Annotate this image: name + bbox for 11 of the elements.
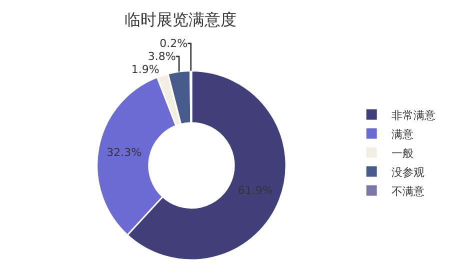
legend-label: 非常满意 (392, 108, 436, 122)
data-label: 61.9% (238, 184, 273, 197)
data-label: 1.9% (131, 62, 160, 76)
legend-label: 一般 (392, 146, 414, 160)
legend-label: 满意 (392, 128, 414, 141)
chart-title: 临时展览满意度 (124, 10, 236, 29)
data-label: 0.2% (160, 36, 188, 50)
legend-label: 不满意 (392, 184, 425, 198)
data-label: 32.3% (106, 146, 142, 160)
data-label: 3.8% (148, 50, 176, 63)
legend-label: 没参观 (392, 166, 425, 179)
